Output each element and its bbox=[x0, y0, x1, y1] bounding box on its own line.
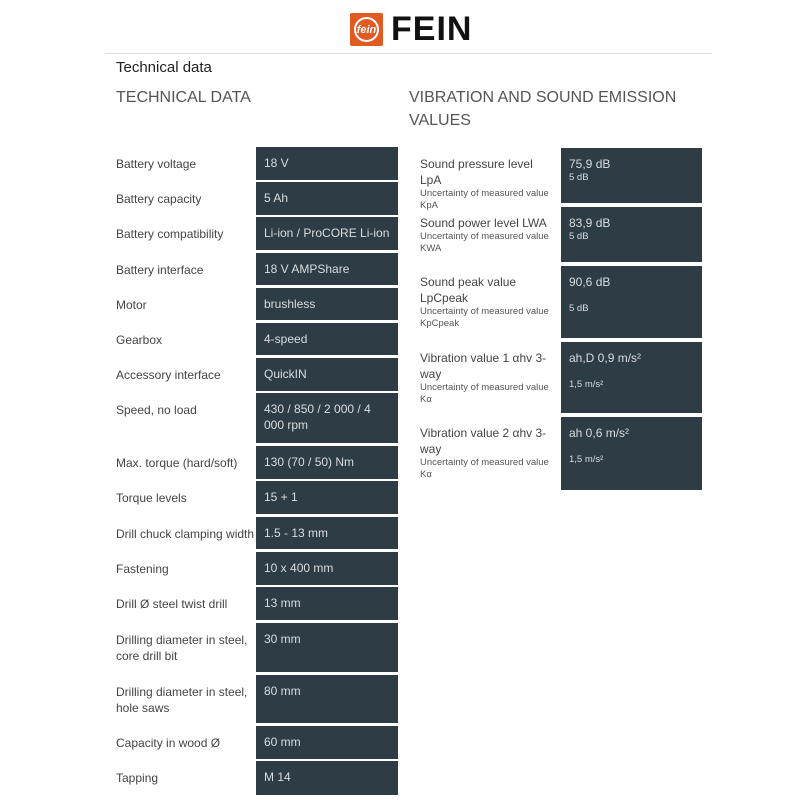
emission-label: Sound peak value LpCpeak bbox=[420, 275, 517, 305]
uncertainty-label: Uncertainty of measured value Kα bbox=[420, 457, 549, 480]
spec-label: Battery capacity bbox=[116, 192, 202, 206]
emission-value: 83,9 dB bbox=[569, 216, 611, 230]
spec-value: 130 (70 / 50) Nm bbox=[256, 446, 398, 479]
spec-label: Capacity in wood Ø bbox=[116, 736, 221, 750]
spec-label: Speed, no load bbox=[116, 403, 197, 417]
emission-value: 75,9 dB bbox=[569, 157, 611, 171]
spec-value: 18 V bbox=[256, 147, 398, 180]
spec-label: Gearbox bbox=[116, 333, 163, 347]
emission-row: Sound power level LWA Uncertainty of meas… bbox=[420, 207, 702, 262]
page-title: Technical data bbox=[116, 59, 212, 76]
spec-label: Battery interface bbox=[116, 263, 204, 277]
brand-name: FEIN bbox=[391, 10, 473, 48]
spec-label: Accessory interface bbox=[116, 368, 221, 382]
uncertainty-label: Uncertainty of measured value Kα bbox=[420, 382, 549, 405]
spec-value: 430 / 850 / 2 000 / 4 000 rpm bbox=[256, 393, 398, 443]
spec-value: 1.5 - 13 mm bbox=[256, 517, 398, 549]
spec-row: Tapping M 14 bbox=[116, 761, 398, 795]
spec-row: Accessory interface QuickIN bbox=[116, 358, 398, 391]
spec-value: 60 mm bbox=[256, 726, 398, 759]
technical-data-heading: TECHNICAL DATA bbox=[116, 89, 251, 106]
spec-value: 80 mm bbox=[256, 675, 398, 723]
spec-value: 4-speed bbox=[256, 323, 398, 355]
spec-row: Motor brushless bbox=[116, 288, 398, 320]
spec-row: Battery voltage 18 V bbox=[116, 147, 398, 180]
spec-label: Drilling diameter in steel, hole saws bbox=[116, 685, 248, 715]
spec-row: Max. torque (hard/soft) 130 (70 / 50) Nm bbox=[116, 446, 398, 479]
spec-row: Torque levels 15 + 1 bbox=[116, 481, 398, 514]
spec-value: 15 + 1 bbox=[256, 481, 398, 514]
spec-value: 13 mm bbox=[256, 587, 398, 620]
spec-value: 5 Ah bbox=[256, 182, 398, 215]
spec-row: Drill Ø steel twist drill 13 mm bbox=[116, 587, 398, 620]
spec-value: Li-ion / ProCORE Li-ion bbox=[256, 217, 398, 250]
emission-value: ah,D 0,9 m/s² bbox=[569, 351, 642, 365]
emission-value: ah 0,6 m/s² bbox=[569, 426, 630, 440]
uncertainty-value: 5 dB bbox=[569, 231, 589, 242]
uncertainty-label: Uncertainty of measured value KpA bbox=[420, 188, 549, 211]
fein-logo-mark: fein bbox=[350, 13, 383, 46]
emission-row: Vibration value 2 αhv 3-way Uncertainty o… bbox=[420, 417, 702, 490]
uncertainty-label: Uncertainty of measured value KWA bbox=[420, 231, 549, 254]
emission-label: Sound pressure level LpA bbox=[420, 157, 533, 187]
spec-row: Drill chuck clamping width 1.5 - 13 mm bbox=[116, 517, 398, 549]
spec-label: Tapping bbox=[116, 771, 159, 785]
spec-value: 10 x 400 mm bbox=[256, 552, 398, 585]
emission-label: Sound power level LWA bbox=[420, 216, 547, 230]
spec-row: Capacity in wood Ø 60 mm bbox=[116, 726, 398, 759]
uncertainty-value: 5 dB bbox=[569, 172, 589, 183]
spec-label: Drill Ø steel twist drill bbox=[116, 597, 228, 611]
uncertainty-value: 1,5 m/s² bbox=[569, 379, 604, 390]
uncertainty-value: 5 dB bbox=[569, 303, 589, 314]
vibration-heading: VIBRATION AND SOUND EMISSION VALUES bbox=[409, 89, 677, 129]
emission-label: Vibration value 2 αhv 3-way bbox=[420, 426, 547, 456]
emission-label: Vibration value 1 αhv 3-way bbox=[420, 351, 547, 381]
spec-row: Battery compatibility Li-ion / ProCORE Li… bbox=[116, 217, 398, 250]
spec-label: Fastening bbox=[116, 562, 169, 576]
spec-value: brushless bbox=[256, 288, 398, 320]
spec-row: Battery interface 18 V AMPShare bbox=[116, 253, 398, 285]
spec-row: Gearbox 4-speed bbox=[116, 323, 398, 355]
uncertainty-value: 1,5 m/s² bbox=[569, 454, 604, 465]
spec-label: Battery voltage bbox=[116, 157, 197, 171]
emission-row: Sound peak value LpCpeak Uncertainty of m… bbox=[420, 266, 702, 338]
spec-row: Battery capacity 5 Ah bbox=[116, 182, 398, 215]
spec-row: Drilling diameter in steel, core drill b… bbox=[116, 623, 398, 672]
spec-label: Torque levels bbox=[116, 491, 187, 505]
spec-label: Motor bbox=[116, 298, 147, 312]
spec-row: Drilling diameter in steel, hole saws 80 … bbox=[116, 675, 398, 723]
spec-label: Max. torque (hard/soft) bbox=[116, 456, 238, 470]
spec-value: 18 V AMPShare bbox=[256, 253, 398, 285]
spec-row: Speed, no load 430 / 850 / 2 000 / 4 000 … bbox=[116, 393, 398, 443]
spec-label: Drill chuck clamping width bbox=[116, 527, 255, 541]
spec-value: 30 mm bbox=[256, 623, 398, 672]
spec-label: Drilling diameter in steel, core drill b… bbox=[116, 633, 248, 663]
emission-row: Sound pressure level LpA Uncertainty of m… bbox=[420, 148, 702, 211]
spec-label: Battery compatibility bbox=[116, 227, 224, 241]
emission-value: 90,6 dB bbox=[569, 275, 611, 289]
spec-row: Fastening 10 x 400 mm bbox=[116, 552, 398, 585]
spec-value: QuickIN bbox=[256, 358, 398, 391]
uncertainty-label: Uncertainty of measured value KpCpeak bbox=[420, 306, 549, 329]
emission-row: Vibration value 1 αhv 3-way Uncertainty o… bbox=[420, 342, 702, 413]
fein-logo[interactable]: fein FEIN bbox=[350, 10, 472, 49]
header-divider bbox=[105, 53, 712, 54]
spec-value: M 14 bbox=[256, 761, 398, 795]
